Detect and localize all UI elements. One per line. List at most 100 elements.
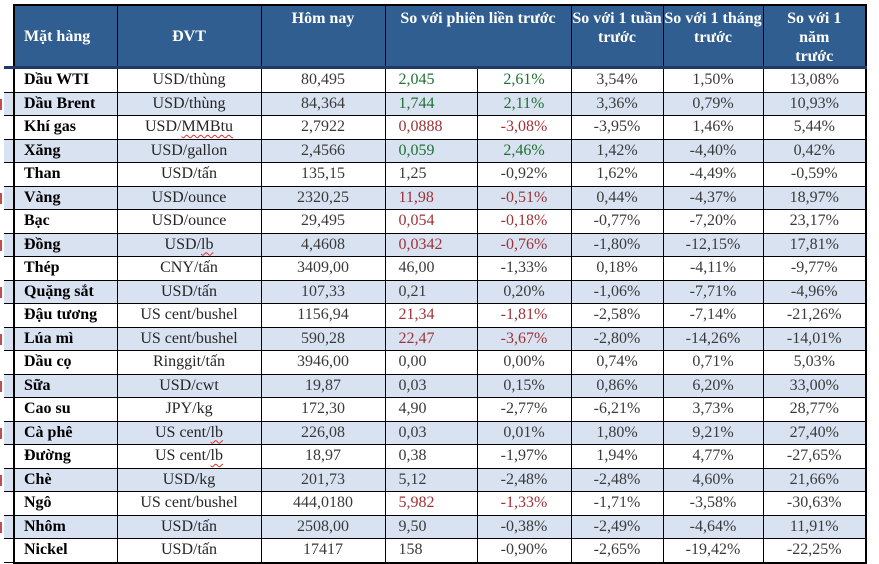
revision-mark-gutter [0,185,14,210]
change-percent-session: 2,46% [476,138,572,163]
change-percent-session: 0,01% [476,420,572,445]
change-percent-session: -1,33% [476,491,572,516]
commodity-name: Khí gas [13,115,118,140]
change-percent-year: -30,63% [762,491,867,516]
change-percent-year: 17,81% [762,232,867,257]
table-row: Nhôm USD/tấn 2508,00 9,50 -0,38% -2,49% -4,64%… [0,514,867,539]
change-percent-year: 23,17% [762,209,867,234]
table-row: Đậu tương US cent/bushel 1156,94 21,34 -1,81… [4,303,867,328]
commodity-name: Ngô [13,491,118,516]
change-percent-month: 4,77% [662,444,764,469]
commodity-name: Than [13,162,118,187]
change-percent-session: -3,67% [476,326,572,351]
change-absolute: 9,50 [384,514,478,539]
commodity-name: Chè [13,467,118,492]
unit-cell: USD/ounce [116,185,262,210]
change-percent-session: -0,18% [476,209,572,234]
change-absolute: 0,38 [384,444,478,469]
change-percent-year: 27,40% [762,420,867,445]
commodity-name: Đường [13,444,118,469]
change-percent-year: 33,00% [762,373,867,398]
change-percent-week: -6,21% [570,397,664,422]
table-row: Lúa mì US cent/bushel 590,28 22,47 -3,67% -2,… [0,326,867,351]
change-percent-session: -1,81% [476,303,572,328]
document-page: Mặt hàng ĐVT Hôm nay So với phiên liền t… [0,4,867,564]
page-margin-gutter [4,162,14,187]
unit-text: US cent/ [155,423,211,441]
commodity-name: Dầu Brent [13,91,118,116]
unit-cell: Ringgit/tấn [116,350,262,375]
table-row: Than USD/tấn 135,15 1,25 -0,92% 1,62% -4,49% -0… [4,162,867,187]
page-margin-gutter [4,5,14,69]
commodity-name: Nickel [13,538,118,564]
unit-cell: US cent/lb [116,444,262,469]
revision-mark-gutter [0,326,14,351]
page-margin-gutter [4,115,14,140]
unit-cell: USD/kg [116,467,262,492]
page-margin-gutter [4,491,14,516]
change-percent-year: 0,42% [762,138,867,163]
today-price: 107,33 [260,279,386,304]
change-percent-month: -4,37% [662,185,764,210]
unit-cell: US cent/bushel [116,303,262,328]
change-percent-month: -4,40% [662,138,764,163]
table-row: Chè USD/kg 201,73 5,12 -2,48% -2,48% 4,60% 21,6… [0,467,867,492]
change-percent-session: 0,15% [476,373,572,398]
commodity-name: Dầu cọ [13,350,118,375]
revision-mark-gutter [0,279,14,304]
change-percent-week: 1,94% [570,444,664,469]
col-header-commodity: Mặt hàng [13,4,118,69]
change-percent-month: 0,79% [662,91,764,116]
commodity-name: Cao su [13,397,118,422]
commodity-name: Xăng [13,138,118,163]
change-absolute: 1,25 [384,162,478,187]
change-absolute: 0,00 [384,350,478,375]
change-absolute: 5,982 [384,491,478,516]
commodity-name: Sữa [13,373,118,398]
revision-mark-gutter [0,514,14,539]
unit-cell: USD/tấn [116,514,262,539]
table-row: Cà phê US cent/lb 226,08 0,03 0,01% 1,80% 9,21… [0,420,867,445]
commodity-name: Đồng [13,232,118,257]
change-absolute: 0,21 [384,279,478,304]
today-price: 226,08 [260,420,386,445]
change-percent-year: -4,96% [762,279,867,304]
change-percent-month: 6,20% [662,373,764,398]
unit-cell: USD/ounce [116,209,262,234]
change-percent-month: 3,73% [662,397,764,422]
header-row: Mặt hàng ĐVT Hôm nay So với phiên liền t… [4,4,867,69]
commodity-name: Thép [13,256,118,281]
change-percent-year: 13,08% [762,67,867,93]
unit-cell: CNY/tấn [116,256,262,281]
col-header-vs-prev-session: So với phiên liền trước [384,4,572,69]
today-price: 2,7922 [260,115,386,140]
today-price: 2,4566 [260,138,386,163]
today-price: 3409,00 [260,256,386,281]
change-percent-month: 1,50% [662,67,764,93]
unit-misspelled-text: lb [210,447,223,464]
change-percent-session: -1,97% [476,444,572,469]
commodity-name: Nhôm [13,514,118,539]
change-percent-week: -1,06% [570,279,664,304]
change-percent-session: -0,51% [476,185,572,210]
revision-mark-gutter [0,91,14,116]
revision-mark-gutter [0,232,14,257]
table-row: Đường US cent/lb 18,97 0,38 -1,97% 1,94% 4,77%… [4,444,867,469]
change-percent-year: -0,59% [762,162,867,187]
change-absolute: 158 [384,538,478,564]
col-header-unit: ĐVT [116,4,262,69]
col-header-vs-year: So với 1 năm trước [762,4,867,69]
commodity-name: Quặng sắt [13,279,118,304]
change-absolute: 21,34 [384,303,478,328]
change-absolute: 0,059 [384,138,478,163]
commodity-name: Vàng [13,185,118,210]
change-percent-week: 0,74% [570,350,664,375]
table-row: Dầu WTI USD/thùng 80,495 2,045 2,61% 3,54% 1,5… [4,67,867,93]
today-price: 29,495 [260,209,386,234]
change-percent-month: 9,21% [662,420,764,445]
today-price: 172,30 [260,397,386,422]
change-percent-year: -9,77% [762,256,867,281]
change-percent-year: -22,25% [762,538,867,564]
table-body: Dầu WTI USD/thùng 80,495 2,045 2,61% 3,54% 1,5… [0,67,867,564]
change-percent-year: 5,03% [762,350,867,375]
